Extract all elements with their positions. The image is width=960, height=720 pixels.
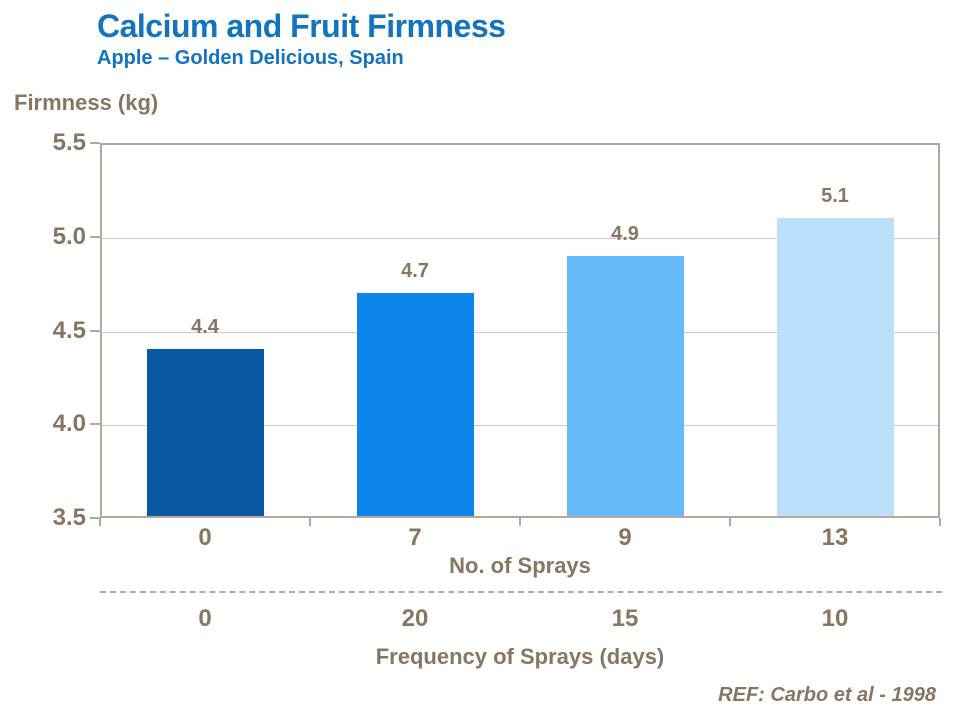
plot-area bbox=[100, 143, 940, 518]
y-tick-mark bbox=[90, 517, 100, 519]
y-axis-title: Firmness (kg) bbox=[14, 90, 159, 115]
x-tick-mark bbox=[309, 518, 311, 526]
bar-value-label: 4.9 bbox=[611, 222, 639, 245]
x-category-label: 13 bbox=[821, 524, 849, 551]
secondary-axis-title: Frequency of Sprays (days) bbox=[375, 644, 665, 669]
y-tick-label: 5.0 bbox=[52, 222, 86, 250]
x-category-label: 7 bbox=[408, 524, 422, 551]
bar-value-label: 4.7 bbox=[401, 260, 429, 282]
bar-value-label: 4.4 bbox=[191, 316, 219, 339]
x-tick-mark bbox=[729, 518, 731, 526]
frequency-value-label: 15 bbox=[611, 605, 639, 632]
y-tick-mark bbox=[90, 329, 100, 332]
chart-subtitle: Apple – Golden Delicious, Spain bbox=[97, 47, 404, 69]
gridline bbox=[102, 331, 938, 333]
bar bbox=[146, 349, 264, 516]
y-tick-label: 3.5 bbox=[52, 504, 86, 531]
dashed-divider bbox=[100, 591, 942, 593]
bar-value-label: 5.1 bbox=[821, 185, 849, 207]
x-axis-title: No. of Sprays bbox=[449, 553, 591, 578]
frequency-value-label: 0 bbox=[198, 605, 212, 632]
chart-title: Calcium and Fruit Firmness bbox=[97, 8, 506, 44]
bar bbox=[776, 218, 894, 516]
gridline bbox=[102, 425, 938, 427]
y-tick-mark bbox=[90, 142, 100, 144]
x-tick-mark bbox=[99, 518, 101, 526]
reference-note: REF: Carbo et al - 1998 bbox=[718, 684, 936, 706]
frequency-value-label: 10 bbox=[821, 605, 849, 632]
x-category-label: 0 bbox=[198, 524, 212, 551]
y-tick-label: 5.5 bbox=[52, 129, 86, 156]
x-category-label: 9 bbox=[618, 524, 632, 551]
x-tick-mark bbox=[939, 518, 941, 526]
x-tick-mark bbox=[519, 518, 521, 526]
y-tick-label: 4.0 bbox=[52, 410, 86, 438]
bar bbox=[566, 255, 684, 516]
gridline bbox=[102, 237, 938, 239]
y-tick-label: 4.5 bbox=[52, 316, 86, 344]
frequency-value-label: 20 bbox=[401, 605, 429, 632]
y-tick-mark bbox=[90, 423, 100, 426]
bar bbox=[356, 293, 474, 516]
y-tick-mark bbox=[90, 235, 100, 238]
